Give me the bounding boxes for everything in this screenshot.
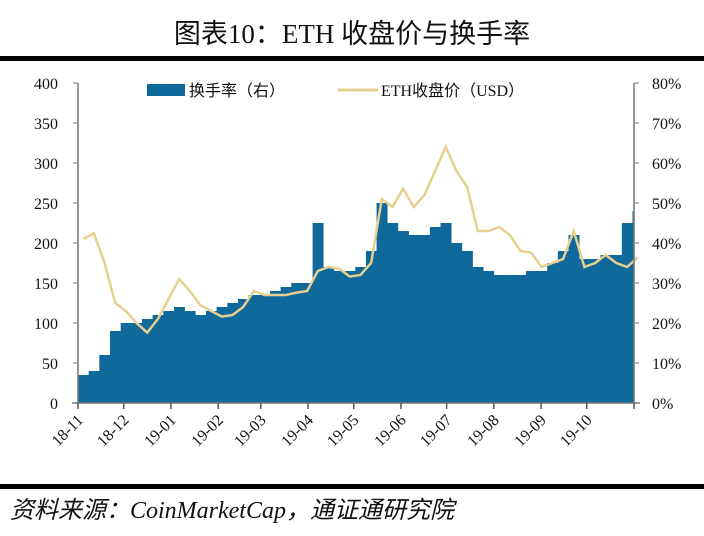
turnover-bar (216, 307, 228, 403)
y-left-tick-label: 150 (34, 276, 58, 293)
turnover-bar (525, 271, 537, 403)
y-left-tick-label: 250 (34, 196, 58, 213)
turnover-bar (365, 251, 377, 403)
turnover-bar (173, 307, 185, 403)
turnover-bar (78, 375, 89, 403)
y-left-tick-label: 400 (34, 76, 58, 93)
chart-title: 图表10：ETH 收盘价与换手率 (173, 19, 531, 49)
y-right-tick-label: 50% (652, 196, 681, 213)
turnover-bar (568, 235, 580, 403)
x-tick-label: 19-09 (511, 412, 549, 450)
turnover-bar (184, 311, 196, 403)
turnover-bar (429, 227, 441, 403)
y-right-tick-label: 10% (652, 356, 681, 373)
turnover-bar (152, 315, 164, 403)
turnover-bar (99, 355, 111, 403)
x-tick-label: 19-02 (189, 412, 227, 450)
x-tick-label: 19-10 (557, 412, 595, 450)
turnover-bar (472, 267, 484, 403)
y-right-tick-label: 70% (652, 116, 681, 133)
x-tick-label: 19-04 (278, 412, 316, 450)
turnover-bar (323, 267, 335, 403)
turnover-bar (611, 255, 623, 403)
y-right-tick-label: 80% (652, 76, 681, 93)
turnover-bar (621, 223, 633, 403)
turnover-bar (461, 251, 473, 403)
turnover-bar (227, 303, 239, 403)
bottom-divider (0, 484, 704, 489)
turnover-bar (301, 283, 313, 403)
turnover-bar (269, 291, 281, 403)
turnover-bar (291, 283, 303, 403)
legend-swatch-turnover (147, 84, 185, 96)
y-left-tick-label: 200 (34, 236, 58, 253)
turnover-bar (547, 263, 559, 403)
turnover-bar (376, 203, 388, 403)
turnover-bar (419, 235, 431, 403)
turnover-bar (205, 311, 217, 403)
turnover-bar (141, 319, 153, 403)
x-tick-label: 19-03 (231, 412, 269, 450)
x-tick-label: 19-06 (371, 412, 409, 450)
y-left-tick-label: 100 (34, 316, 58, 333)
turnover-bar (600, 255, 612, 403)
x-tick-label: 18-12 (94, 412, 132, 450)
turnover-bar (589, 259, 601, 403)
turnover-bar (259, 295, 271, 403)
turnover-bar (195, 315, 207, 403)
turnover-bar (493, 275, 505, 403)
x-tick-label: 19-05 (324, 412, 362, 450)
turnover-bar (632, 211, 634, 403)
turnover-bar (355, 267, 367, 403)
legend-label-turnover: 换手率（右） (189, 82, 285, 100)
top-divider (0, 56, 704, 61)
turnover-bar (88, 371, 100, 403)
x-tick-label: 19-07 (417, 412, 455, 450)
turnover-bar (312, 223, 324, 403)
turnover-bar (408, 235, 420, 403)
turnover-bar (504, 275, 516, 403)
turnover-bar (440, 223, 452, 403)
turnover-bar (248, 295, 260, 403)
turnover-bar (536, 271, 548, 403)
source-note: 资料来源：CoinMarketCap，通证通研究院 (10, 498, 454, 524)
y-right-tick-label: 60% (652, 156, 681, 173)
turnover-bar (280, 287, 292, 403)
turnover-bar (344, 271, 356, 403)
y-right-tick-label: 30% (652, 276, 681, 293)
x-tick-label: 19-08 (464, 412, 502, 450)
turnover-bar (579, 259, 591, 403)
y-left-tick-label: 50 (42, 356, 58, 373)
y-right-tick-label: 20% (652, 316, 681, 333)
turnover-bar (333, 271, 345, 403)
turnover-bar (109, 331, 121, 403)
turnover-bar (163, 311, 175, 403)
y-right-tick-label: 0% (652, 396, 673, 413)
y-left-tick-label: 300 (34, 156, 58, 173)
turnover-bar (451, 243, 463, 403)
turnover-bar (131, 323, 143, 403)
price-line (82, 143, 639, 335)
turnover-bar (387, 223, 399, 403)
y-right-tick-label: 40% (652, 236, 681, 253)
y-left-tick-label: 0 (50, 396, 58, 413)
legend-label-price: ETH收盘价（USD） (381, 81, 524, 100)
turnover-bar (120, 323, 132, 403)
turnover-bar (237, 299, 249, 403)
turnover-bar (515, 275, 527, 403)
x-tick-label: 18-11 (49, 412, 87, 450)
turnover-bar (557, 251, 569, 403)
turnover-bar (483, 271, 495, 403)
turnover-bar (397, 231, 409, 403)
y-left-tick-label: 350 (34, 116, 58, 133)
x-tick-label: 19-01 (141, 412, 179, 450)
